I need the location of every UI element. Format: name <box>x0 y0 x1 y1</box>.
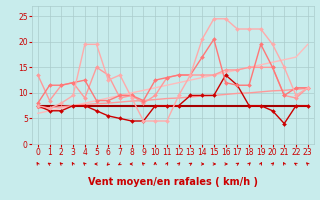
X-axis label: Vent moyen/en rafales ( km/h ): Vent moyen/en rafales ( km/h ) <box>88 177 258 187</box>
